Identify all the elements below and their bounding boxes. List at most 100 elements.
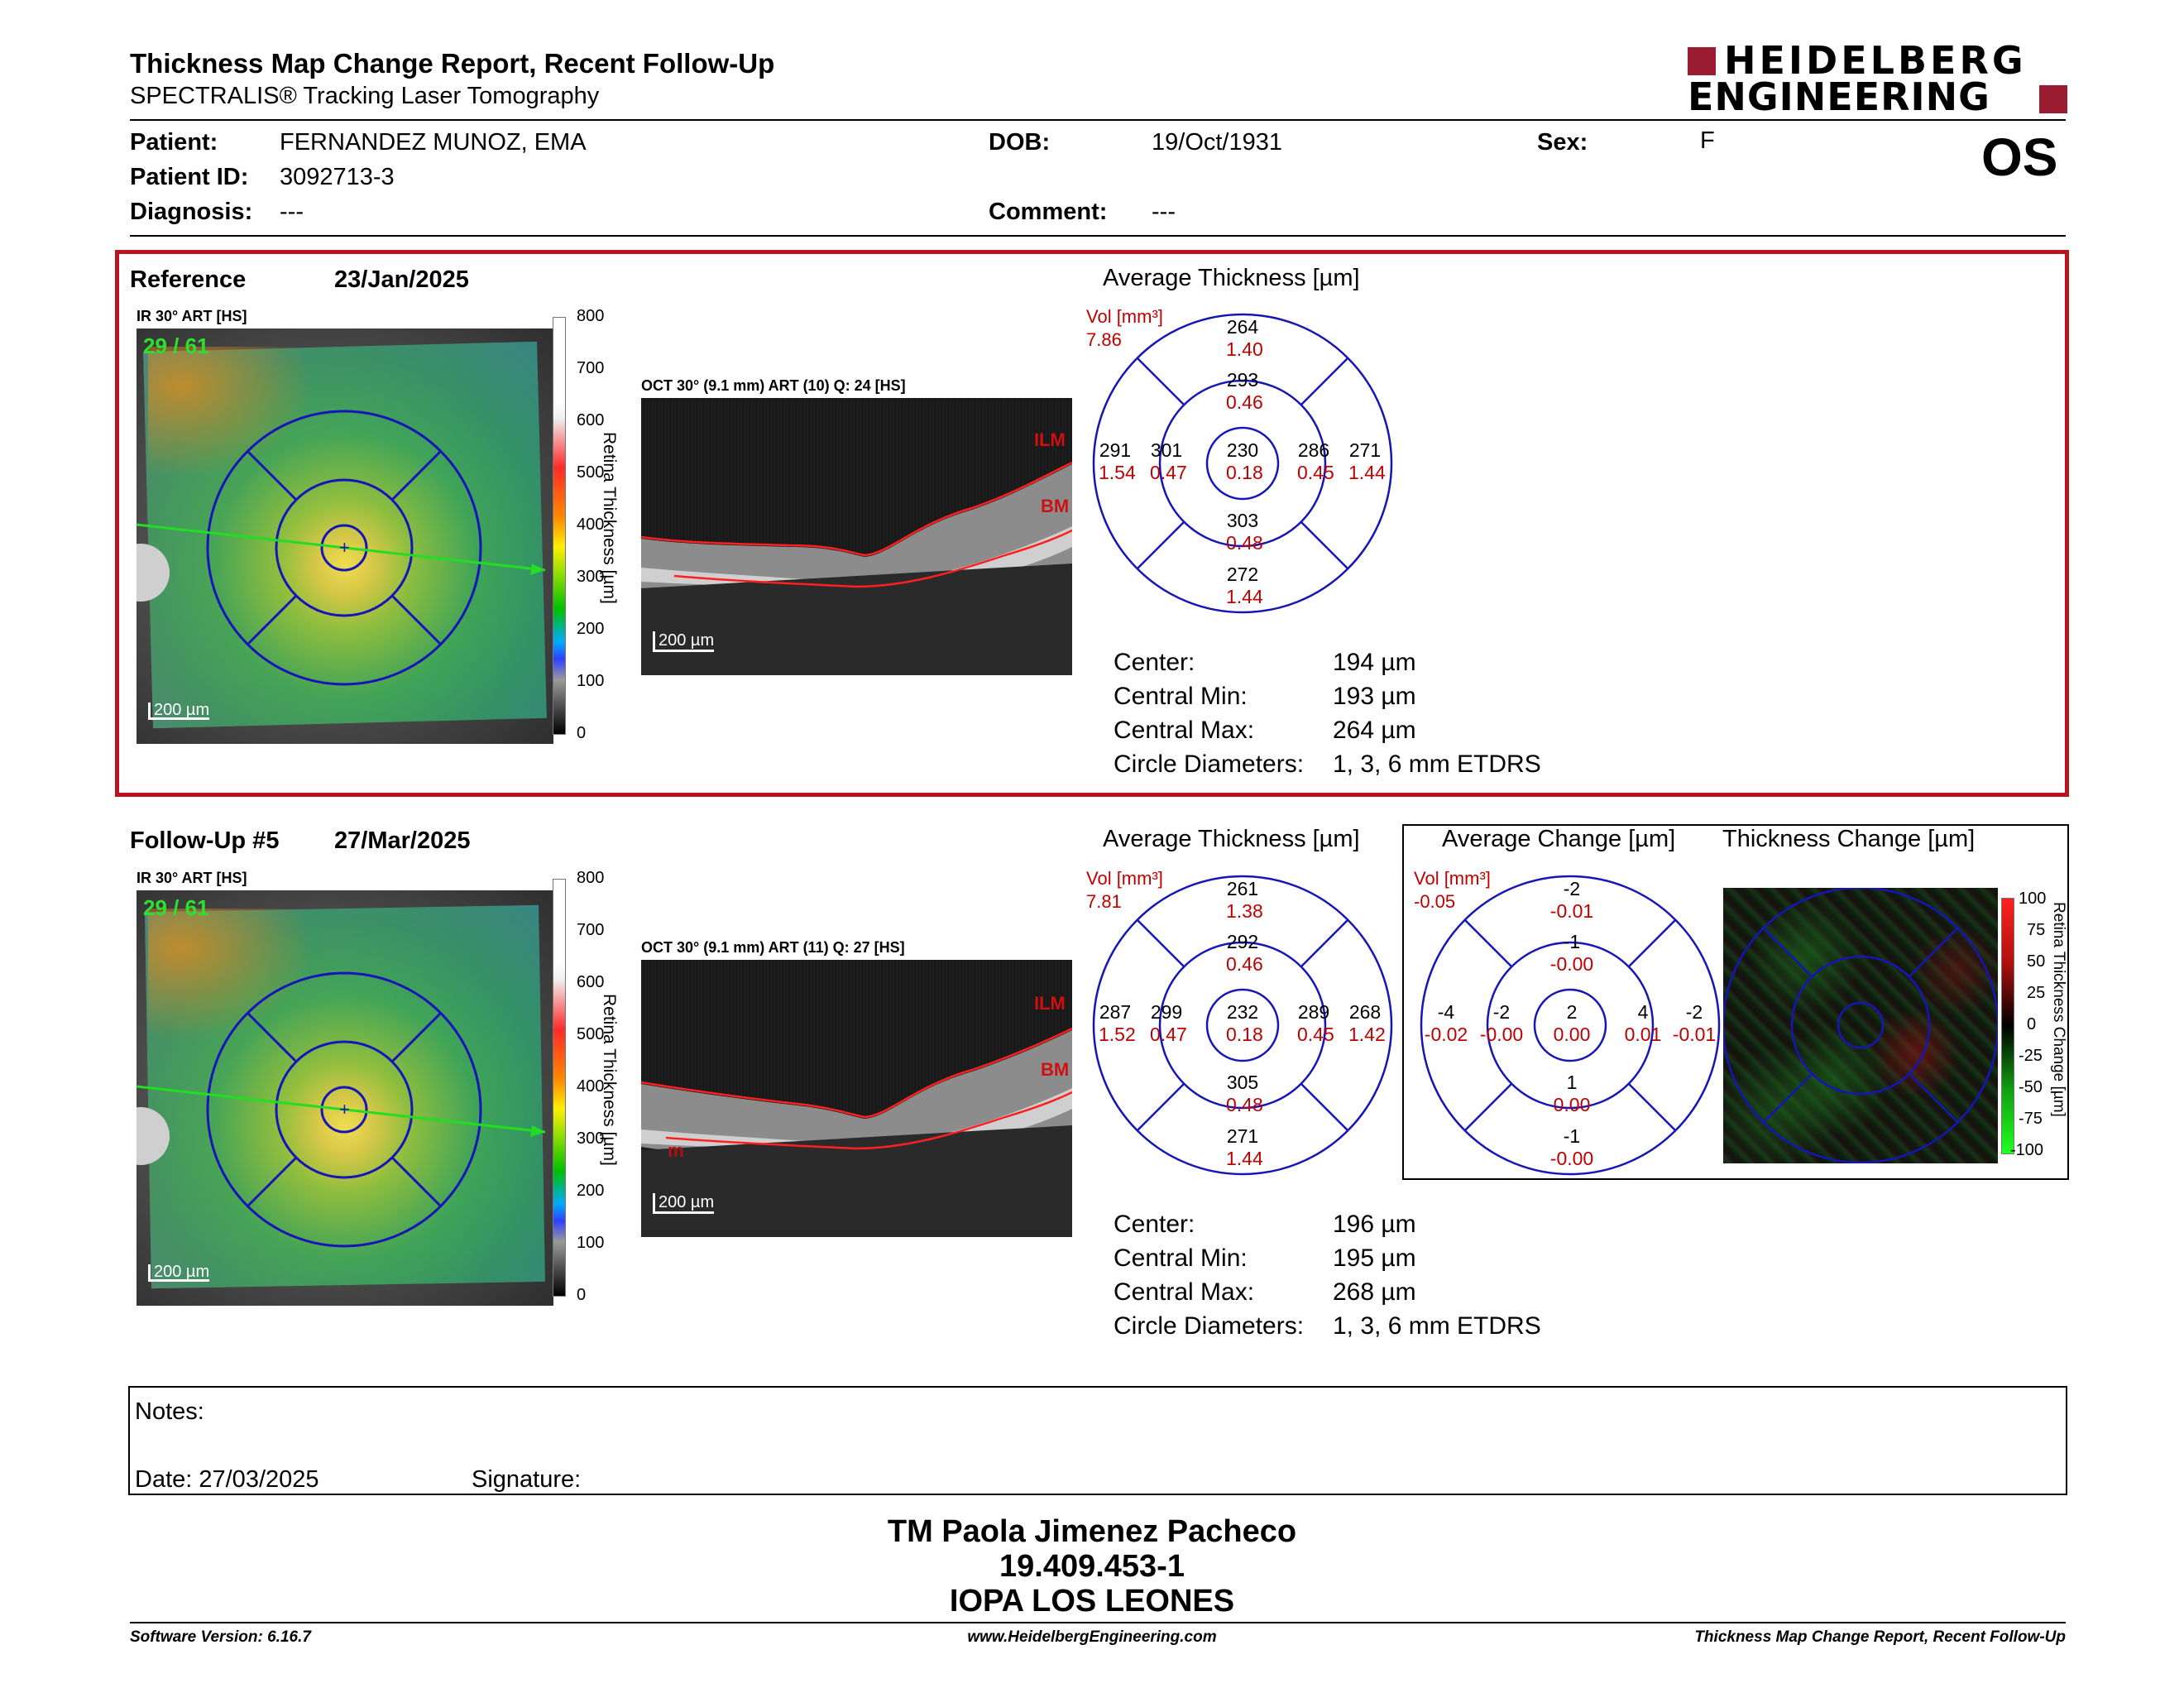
footer-website: www.HeidelbergEngineering.com (967, 1628, 1217, 1646)
ref-ilm-label: ILM (1034, 429, 1066, 450)
ref-avg-thickness-title: Average Thickness [µm] (1103, 265, 1360, 291)
diagnosis-value: --- (280, 199, 304, 225)
ref-bm-label: BM (1041, 496, 1070, 516)
ref-cb-200: 200 (577, 620, 605, 638)
fu-cb-400: 400 (577, 1077, 605, 1096)
chg-inner-inf-thickness: 1 (1566, 1072, 1578, 1093)
chg-outer-temp: -4 -0.02 (1423, 1001, 1469, 1046)
chg-cb-m100: -100 (2010, 1141, 2044, 1159)
ref-stat-max: Central Max: 264 µm (1114, 717, 1416, 745)
fu-stat-max-value: 268 µm (1333, 1278, 1416, 1306)
dob-label: DOB: (989, 129, 1051, 156)
change-etdrs-chart (1420, 875, 1721, 1176)
fu-ir-scale-bar: 200 µm (148, 1264, 210, 1282)
fu-outer-temp-volume: 1.52 (1099, 1024, 1136, 1045)
reference-label: Reference (130, 266, 247, 293)
ref-frame-count: 29 / 61 (143, 333, 209, 358)
chg-outer-inf-volume: -0.00 (1549, 1148, 1594, 1169)
patient-label: Patient: (130, 129, 218, 156)
chg-inner-nas-volume: 0.01 (1624, 1024, 1662, 1045)
chg-outer-nas-thickness: -2 (1685, 1001, 1703, 1023)
logo-line1: HEIDELBERG (1724, 38, 2027, 83)
fu-thickness-colorbar (553, 879, 566, 1297)
ref-center: 230 0.18 (1226, 439, 1263, 484)
ref-inner-temp-volume: 0.47 (1150, 462, 1187, 483)
ref-thickness-colorbar (553, 317, 566, 735)
fu-stat-center-value: 196 µm (1333, 1211, 1416, 1238)
reference-panel (115, 250, 2069, 797)
reference-date: 23/Jan/2025 (334, 266, 469, 293)
change-vol-value: -0.05 (1414, 891, 1456, 912)
ref-outer-sup: 264 1.40 (1226, 316, 1263, 361)
fu-frame-count: 29 / 61 (143, 895, 209, 920)
fu-inner-nas-thickness: 289 (1297, 1001, 1330, 1023)
fu-outer-nas-thickness: 268 (1348, 1001, 1382, 1023)
chg-inner-temp-thickness: -2 (1492, 1001, 1511, 1023)
ref-inner-inf: 303 0.48 (1226, 510, 1263, 554)
notes-label: Notes: (135, 1398, 204, 1425)
chg-outer-temp-volume: -0.02 (1424, 1024, 1468, 1045)
fu-inner-sup: 292 0.46 (1226, 931, 1263, 976)
fu-cb-300: 300 (577, 1129, 605, 1148)
fu-stat-center: Center: 196 µm (1114, 1211, 1416, 1239)
chg-outer-nas-volume: -0.01 (1672, 1024, 1717, 1045)
fu-center-thickness: 232 (1226, 1001, 1259, 1023)
chg-cb-100: 100 (2019, 890, 2047, 908)
signature-block: TM Paola Jimenez Pacheco 19.409.453-1 IO… (0, 1514, 2184, 1618)
fu-inner-temp: 299 0.47 (1150, 1001, 1187, 1046)
fu-stat-center-label: Center: (1114, 1211, 1195, 1238)
ref-inner-inf-volume: 0.48 (1226, 532, 1263, 554)
notes-box (128, 1386, 2067, 1495)
chg-cb-m50: -50 (2019, 1078, 2043, 1096)
chg-center-volume: 0.00 (1553, 1024, 1591, 1045)
fu-inner-nas: 289 0.45 (1297, 1001, 1334, 1046)
fu-inner-inf-volume: 0.48 (1226, 1094, 1263, 1115)
fu-thickness-scale-title: Retina Thickness [µm] (600, 994, 619, 1166)
fu-center-volume: 0.18 (1226, 1024, 1263, 1045)
ref-stat-min-label: Central Min: (1114, 683, 1248, 710)
fu-cb-800: 800 (577, 869, 605, 887)
ref-stat-diameters-label: Circle Diameters: (1114, 750, 1305, 778)
signer-name: TM Paola Jimenez Pacheco (887, 1514, 1297, 1549)
chg-cb-50: 50 (2027, 952, 2046, 971)
chg-outer-inf: -1 -0.00 (1549, 1125, 1595, 1170)
ref-cb-700: 700 (577, 359, 605, 377)
chg-inner-nas: 4 0.01 (1620, 1001, 1666, 1046)
ref-cb-100: 100 (577, 672, 605, 690)
signature-label: Signature: (472, 1466, 582, 1493)
footer-software: Software Version: 6.16.7 (130, 1628, 311, 1646)
chg-inner-inf-volume: 0.00 (1553, 1094, 1591, 1115)
followup-label: Follow-Up #5 (130, 827, 280, 854)
chg-inner-inf: 1 0.00 (1549, 1072, 1595, 1116)
fu-stat-max-label: Central Max: (1114, 1278, 1255, 1306)
fu-ilm-label: ILM (1034, 993, 1066, 1014)
fu-cb-200: 200 (577, 1182, 605, 1200)
chg-cb-0: 0 (2027, 1015, 2037, 1033)
ref-stat-min-value: 193 µm (1333, 683, 1416, 710)
chg-inner-sup: -1 -0.00 (1549, 931, 1595, 976)
ref-etdrs-grid-overlay: + (136, 410, 546, 686)
fu-outer-nas: 268 1.42 (1348, 1001, 1386, 1046)
ref-stat-max-value: 264 µm (1333, 717, 1416, 744)
ref-cb-600: 600 (577, 411, 605, 429)
sex-label: Sex: (1537, 129, 1588, 156)
ref-stat-center-value: 194 µm (1333, 649, 1416, 676)
fu-outer-inf-thickness: 271 (1226, 1125, 1259, 1147)
comment-value: --- (1152, 199, 1176, 225)
chg-center: 2 0.00 (1549, 1001, 1595, 1046)
ref-etdrs-chart (1092, 313, 1393, 614)
fu-inner-inf: 305 0.48 (1226, 1072, 1263, 1116)
ref-outer-temp-thickness: 291 (1099, 439, 1132, 461)
ref-ir-label: IR 30° ART [HS] (136, 308, 247, 324)
fu-stat-min-value: 195 µm (1333, 1244, 1416, 1272)
chg-inner-temp-volume: -0.00 (1479, 1024, 1524, 1045)
ref-inner-nas: 286 0.45 (1297, 439, 1334, 484)
ref-inner-sup: 293 0.46 (1226, 369, 1263, 414)
ref-ir-thickness-map: + 29 / 61 200 µm (136, 328, 553, 744)
fu-stat-min-label: Central Min: (1114, 1244, 1248, 1272)
ref-stat-max-label: Central Max: (1114, 717, 1255, 744)
signer-rut: 19.409.453-1 (999, 1549, 1185, 1584)
fu-stat-diameters-value: 1, 3, 6 mm ETDRS (1333, 1312, 1541, 1340)
ref-cb-500: 500 (577, 463, 605, 482)
fu-avg-thickness-title: Average Thickness [µm] (1103, 826, 1360, 852)
